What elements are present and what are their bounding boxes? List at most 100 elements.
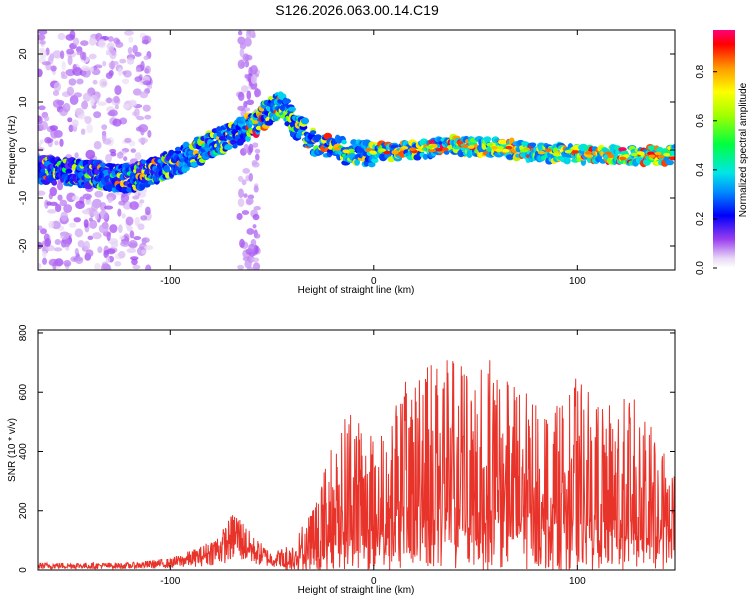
spectrogram-noise-cell bbox=[52, 99, 63, 108]
spectrogram-noise-cell bbox=[101, 81, 107, 87]
colorbar-gradient bbox=[713, 30, 735, 268]
spectrogram-peak-cell bbox=[425, 145, 433, 150]
spectrogram-noise-cell bbox=[128, 36, 134, 44]
spectrogram-noise-cell bbox=[97, 101, 107, 106]
spectrogram-noise-cell bbox=[38, 115, 43, 125]
spectrogram-noise-cell bbox=[105, 97, 113, 104]
spectrogram-noise-cell bbox=[128, 239, 138, 249]
spectrogram-noise-cell bbox=[68, 78, 77, 86]
spectrogram-noise-cell bbox=[109, 49, 117, 60]
spectrogram-peak-cell bbox=[428, 148, 436, 153]
spectrogram-noise-cell bbox=[117, 208, 122, 217]
spectrogram-noise-cell bbox=[74, 247, 79, 256]
spectrogram-noise-cell bbox=[38, 30, 48, 35]
snr-y-label: SNR (10 * v/v) bbox=[7, 418, 18, 482]
snr-x-ticks: -100 0 100 bbox=[160, 330, 586, 587]
spectrogram-marks bbox=[38, 30, 675, 270]
spectrogram-noise-cell bbox=[120, 240, 130, 247]
spectrogram-noise-cell bbox=[44, 238, 52, 247]
spectrogram-noise-cell bbox=[94, 262, 101, 270]
spectrogram-cell bbox=[422, 153, 429, 160]
spectrogram-noise-cell bbox=[254, 148, 261, 154]
spectrogram-noise-cell bbox=[129, 201, 139, 210]
spectrogram-noise-cell bbox=[132, 44, 138, 54]
spectrogram-noise-cell bbox=[75, 200, 85, 210]
spectrogram-noise-cell bbox=[67, 117, 73, 123]
spectrogram-cell bbox=[237, 138, 246, 144]
spectrogram-noise-cell bbox=[252, 224, 257, 229]
spectrogram-noise-cell bbox=[77, 114, 87, 120]
spectrogram-noise-cell bbox=[94, 190, 104, 198]
spectrogram-cell bbox=[563, 157, 571, 165]
spectrogram-noise-cell bbox=[88, 53, 97, 60]
spectrogram-noise-cell bbox=[98, 210, 109, 220]
spectrogram-peak-cell bbox=[441, 147, 449, 152]
spectrogram-cell bbox=[300, 117, 310, 125]
spectrogram-cell bbox=[499, 140, 508, 145]
spectrogram-noise-cell bbox=[114, 85, 122, 96]
spectrogram-noise-cell bbox=[80, 128, 86, 135]
spectrogram-noise-cell bbox=[118, 250, 126, 259]
spectrogram-noise-cell bbox=[239, 47, 245, 58]
spectrogram-peak-cell bbox=[467, 145, 475, 149]
spectrogram-cell bbox=[671, 144, 675, 150]
spectrogram-noise-cell bbox=[93, 111, 102, 119]
y-tick-label: 0 bbox=[18, 567, 29, 573]
spectrogram-noise-cell bbox=[94, 210, 100, 221]
spectrogram-noise-cell bbox=[110, 151, 117, 157]
spectrogram-noise-cell bbox=[72, 37, 80, 46]
spectrogram-noise-cell bbox=[241, 210, 250, 215]
spectrogram-noise-cell bbox=[82, 92, 92, 102]
spectrogram-noise-cell bbox=[255, 153, 260, 161]
spectrogram-peak-cell bbox=[364, 148, 372, 152]
spectrogram-noise-cell bbox=[253, 233, 261, 239]
spectrogram-noise-cell bbox=[242, 167, 251, 174]
spectrogram-noise-cell bbox=[101, 124, 108, 130]
spectrogram-noise-cell bbox=[238, 188, 244, 199]
spectrogram-peak-cell bbox=[462, 144, 470, 149]
spectrogram-noise-cell bbox=[98, 224, 109, 234]
spectrogram-peak-cell bbox=[571, 150, 579, 154]
spectrogram-noise-cell bbox=[89, 36, 97, 46]
y-tick-label: -10 bbox=[18, 190, 29, 205]
spectrogram-noise-cell bbox=[50, 65, 57, 72]
spectrogram-noise-cell bbox=[38, 262, 42, 269]
spectrogram-noise-cell bbox=[107, 36, 114, 42]
spectrogram-peak-cell bbox=[637, 151, 645, 156]
colorbar-tick-label: 0.8 bbox=[695, 64, 706, 78]
spectrogram-noise-cell bbox=[63, 204, 73, 213]
colorbar-ticks: 0.0 0.2 0.4 0.6 0.8 bbox=[695, 64, 717, 275]
spectrogram-cell bbox=[371, 157, 379, 164]
spectrogram-cell bbox=[341, 139, 347, 145]
spectrogram-noise-cell bbox=[81, 100, 89, 110]
spectrogram-noise-cell bbox=[107, 111, 116, 116]
spectrogram-noise-cell bbox=[62, 102, 71, 113]
spectrogram-noise-cell bbox=[237, 198, 245, 207]
spectrogram-noise-cell bbox=[74, 256, 84, 265]
spectrogram-noise-cell bbox=[115, 41, 124, 48]
spectrogram-noise-cell bbox=[108, 61, 116, 70]
spectrogram-noise-cell bbox=[132, 195, 140, 200]
spectrogram-cell bbox=[65, 168, 73, 174]
spectrogram-noise-cell bbox=[139, 199, 145, 204]
spectrogram-noise-cell bbox=[130, 256, 139, 261]
spectrogram-noise-cell bbox=[119, 58, 127, 64]
spectrogram-peak-cell bbox=[564, 149, 572, 154]
spectrogram-noise-cell bbox=[59, 199, 68, 207]
spectrogram-peak-cell bbox=[630, 152, 638, 157]
spectrogram-noise-cell bbox=[139, 91, 149, 99]
spectrogram-noise-cell bbox=[237, 105, 246, 111]
spectrogram-noise-cell bbox=[123, 156, 128, 162]
spectrogram-noise-cell bbox=[38, 147, 45, 152]
spectrogram-noise-cell bbox=[134, 152, 142, 160]
spectrogram-noise-cell bbox=[114, 104, 119, 110]
colorbar-label: Normalized spectral amplitude bbox=[738, 82, 749, 217]
spectrogram-noise-cell bbox=[85, 249, 94, 257]
spectrogram-peak-cell bbox=[495, 148, 503, 152]
spectrogram-peak-cell bbox=[342, 149, 350, 154]
spectrogram-noise-cell bbox=[244, 54, 253, 61]
spectrogram-noise-cell bbox=[56, 182, 64, 191]
spectrogram-noise-cell bbox=[250, 75, 258, 85]
spectrogram-noise-cell bbox=[253, 205, 261, 211]
